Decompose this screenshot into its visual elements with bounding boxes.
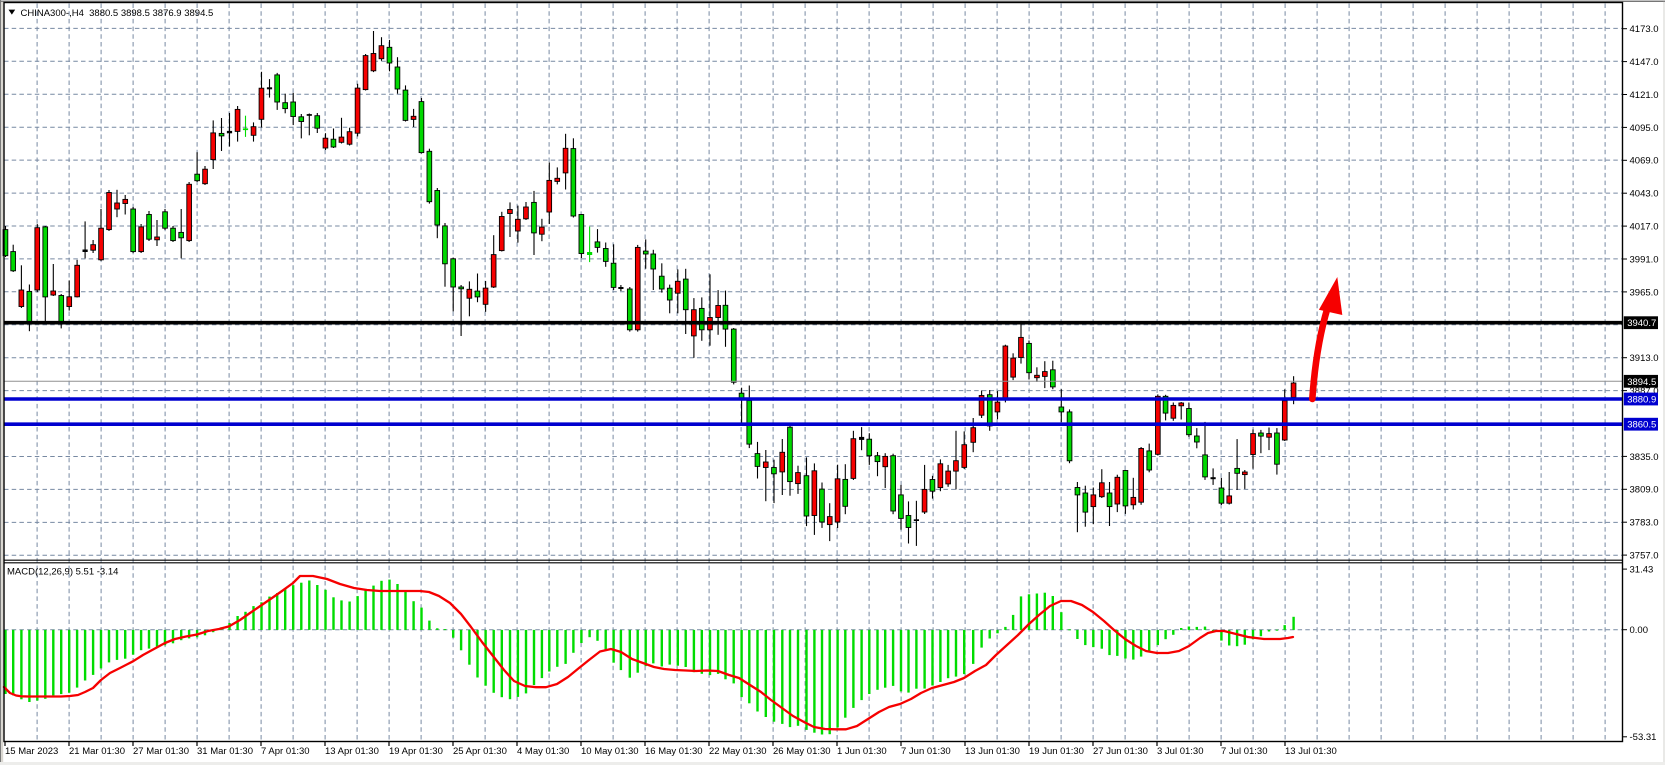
svg-text:4 May 01:30: 4 May 01:30	[517, 746, 569, 757]
svg-text:3887.0: 3887.0	[1630, 386, 1659, 397]
svg-text:19 Jun 01:30: 19 Jun 01:30	[1029, 746, 1084, 757]
svg-text:3913.0: 3913.0	[1630, 353, 1659, 364]
svg-text:3 Jul 01:30: 3 Jul 01:30	[1157, 746, 1203, 757]
svg-text:4043.0: 4043.0	[1630, 189, 1659, 200]
svg-text:15 Mar 2023: 15 Mar 2023	[5, 746, 58, 757]
svg-text:4017.0: 4017.0	[1630, 222, 1659, 233]
svg-text:31.43: 31.43	[1630, 565, 1654, 576]
svg-text:3809.0: 3809.0	[1630, 485, 1659, 496]
svg-text:3783.0: 3783.0	[1630, 518, 1659, 529]
svg-text:10 May 01:30: 10 May 01:30	[581, 746, 639, 757]
svg-text:26 May 01:30: 26 May 01:30	[773, 746, 831, 757]
svg-text:4095.0: 4095.0	[1630, 123, 1659, 134]
svg-text:25 Apr 01:30: 25 Apr 01:30	[453, 746, 507, 757]
svg-text:13 Jun 01:30: 13 Jun 01:30	[965, 746, 1020, 757]
svg-text:MACD(12,26,9) 5.51 -3.14: MACD(12,26,9) 5.51 -3.14	[7, 567, 118, 578]
svg-text:3880.9: 3880.9	[1627, 395, 1656, 406]
svg-text:19 Apr 01:30: 19 Apr 01:30	[389, 746, 443, 757]
svg-text:4147.0: 4147.0	[1630, 57, 1659, 68]
svg-text:4173.0: 4173.0	[1630, 24, 1659, 35]
svg-text:13 Apr 01:30: 13 Apr 01:30	[325, 746, 379, 757]
svg-text:1 Jun 01:30: 1 Jun 01:30	[837, 746, 887, 757]
svg-text:3860.5: 3860.5	[1627, 420, 1656, 431]
svg-text:7 Jun 01:30: 7 Jun 01:30	[901, 746, 951, 757]
svg-text:4121.0: 4121.0	[1630, 90, 1659, 101]
svg-text:7 Apr 01:30: 7 Apr 01:30	[261, 746, 310, 757]
svg-text:3757.0: 3757.0	[1630, 551, 1659, 562]
svg-text:27 Mar 01:30: 27 Mar 01:30	[133, 746, 189, 757]
svg-text:27 Jun 01:30: 27 Jun 01:30	[1093, 746, 1148, 757]
svg-text:7 Jul 01:30: 7 Jul 01:30	[1221, 746, 1267, 757]
svg-text:3991.0: 3991.0	[1630, 254, 1659, 265]
svg-text:CHINA300-,H4 3880.5 3898.5 38: CHINA300-,H4 3880.5 3898.5 3876.9 3894.5	[21, 8, 214, 19]
svg-text:3835.0: 3835.0	[1630, 452, 1659, 463]
svg-text:22 May 01:30: 22 May 01:30	[709, 746, 767, 757]
svg-text:16 May 01:30: 16 May 01:30	[645, 746, 703, 757]
svg-text:3940.7: 3940.7	[1627, 318, 1656, 329]
svg-text:31 Mar 01:30: 31 Mar 01:30	[197, 746, 253, 757]
svg-text:21 Mar 01:30: 21 Mar 01:30	[69, 746, 125, 757]
svg-text:-53.31: -53.31	[1630, 732, 1657, 743]
svg-text:4069.0: 4069.0	[1630, 156, 1659, 167]
svg-text:3894.5: 3894.5	[1627, 377, 1656, 388]
svg-text:0.00: 0.00	[1630, 625, 1649, 636]
svg-text:3965.0: 3965.0	[1630, 287, 1659, 298]
svg-text:13 Jul 01:30: 13 Jul 01:30	[1285, 746, 1337, 757]
